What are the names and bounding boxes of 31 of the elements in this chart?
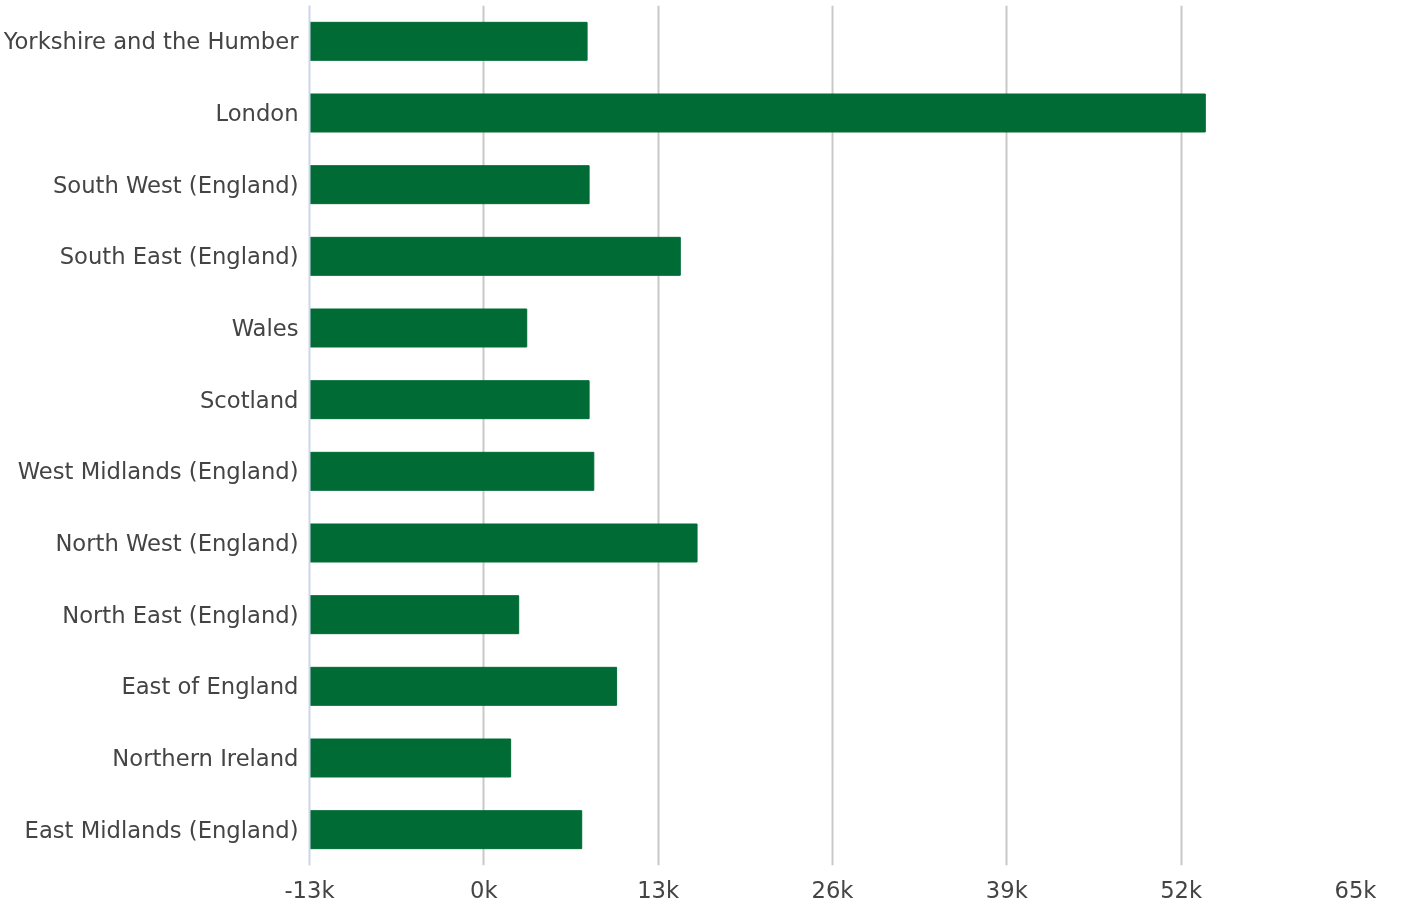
- y-tick-label: North East (England): [62, 601, 299, 628]
- bar: [309, 93, 1206, 133]
- x-tick-label: 13k: [637, 876, 681, 903]
- y-tick-label: London: [215, 100, 299, 126]
- x-tick-label: -13k: [284, 876, 336, 903]
- bar: [309, 523, 698, 563]
- y-tick-label: Wales: [231, 315, 299, 341]
- bar: [309, 666, 618, 706]
- y-tick-label: Scotland: [200, 386, 299, 413]
- y-tick-label: North West (England): [55, 530, 299, 556]
- bar: [309, 595, 520, 635]
- bar: [309, 308, 528, 348]
- y-tick-label: East Midlands (England): [24, 816, 299, 843]
- x-tick-label: 39k: [985, 876, 1029, 903]
- y-tick-label: South West (England): [52, 171, 299, 198]
- x-tick-label: 52k: [1160, 876, 1204, 903]
- y-tick-label: East of England: [121, 673, 299, 700]
- x-tick-label: 65k: [1334, 876, 1378, 903]
- y-tick-label: Northern Ireland: [112, 745, 299, 771]
- x-tick-label: 0k: [470, 876, 499, 903]
- bar: [309, 236, 681, 276]
- x-tick-label: 26k: [811, 876, 855, 903]
- y-tick-label: South East (England): [59, 243, 299, 270]
- bar: [309, 451, 595, 491]
- bar: [309, 810, 583, 850]
- bar: [309, 738, 512, 778]
- y-tick-label: West Midlands (England): [17, 458, 299, 485]
- y-tick-label: Yorkshire and the Humber: [2, 28, 300, 55]
- bar: [309, 21, 588, 61]
- bar: [309, 380, 590, 420]
- bar: [309, 165, 590, 205]
